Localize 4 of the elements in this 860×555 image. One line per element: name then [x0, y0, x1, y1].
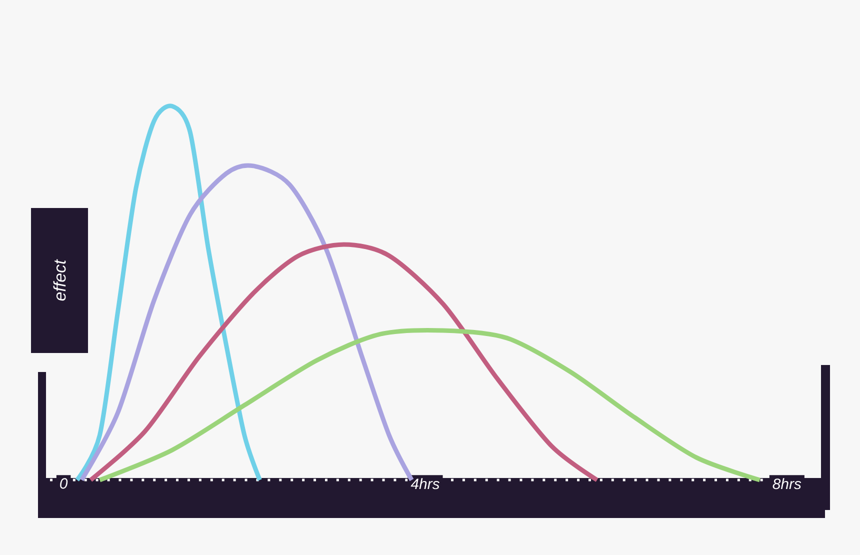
x-tick-label: 0 [60, 478, 68, 489]
x-tick-label: 8hrs [772, 478, 802, 490]
x-tick-label: 4hrs [410, 478, 440, 490]
y-axis-title: effect [53, 259, 66, 301]
